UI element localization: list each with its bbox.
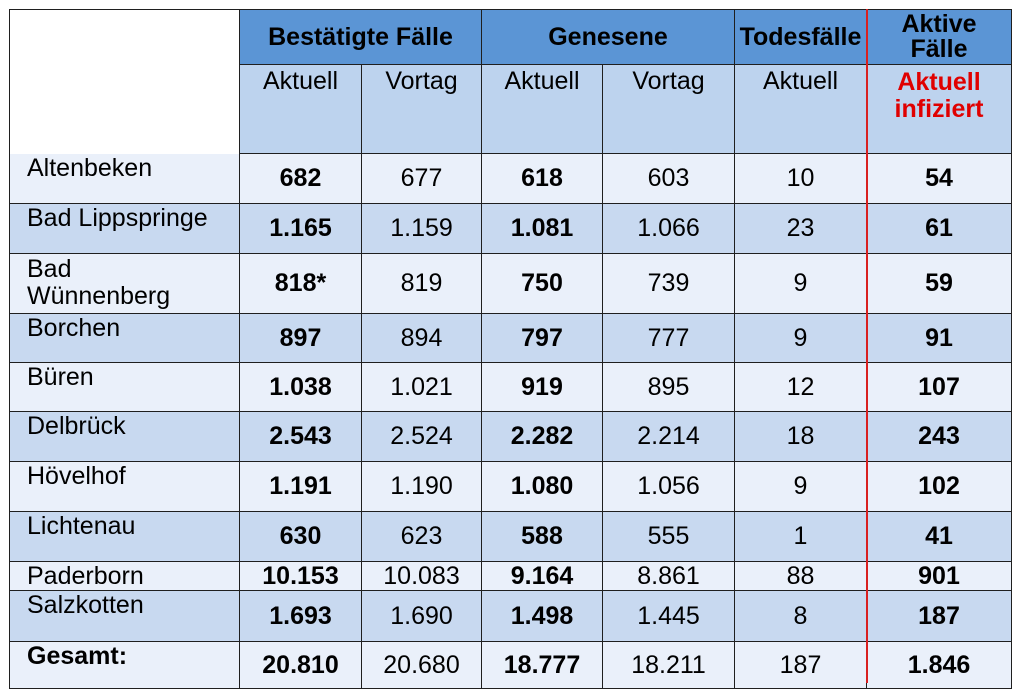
confirmed-current-altenbeken: 682 — [240, 154, 362, 204]
deaths-bueren: 12 — [735, 363, 867, 412]
deaths-borchen: 9 — [735, 314, 867, 363]
row-name-bad-wuennenberg-line1: Bad — [27, 255, 72, 283]
row-name-bad-wuennenberg-line2: Wünnenberg — [27, 282, 171, 311]
confirmed-previous-altenbeken: 677 — [362, 154, 482, 204]
confirmed-previous-lichtenau: 623 — [362, 512, 482, 562]
header-deaths: Todesfälle — [735, 10, 867, 65]
recovered-current-hoevelhof: 1.080 — [482, 462, 603, 512]
confirmed-current-bad-lippspringe: 1.165 — [240, 204, 362, 254]
deaths-altenbeken: 10 — [735, 154, 867, 204]
row-name-borchen: Borchen — [10, 314, 240, 363]
recovered-current-altenbeken: 618 — [482, 154, 603, 204]
recovered-current-delbrueck: 2.282 — [482, 412, 603, 462]
header-confirmed-cases: Bestätigte Fälle — [240, 10, 482, 65]
active-bad-wuennenberg: 59 — [867, 254, 1012, 314]
deaths-paderborn: 88 — [735, 562, 867, 591]
confirmed-previous-bueren: 1.021 — [362, 363, 482, 412]
active-bueren: 107 — [867, 363, 1012, 412]
confirmed-current-total: 20.810 — [240, 642, 362, 689]
subheader-recovered-previous: Vortag — [603, 65, 735, 154]
row-name-total: Gesamt: — [10, 642, 240, 689]
header-active-cases: Aktive Fälle — [867, 10, 1012, 65]
recovered-previous-bad-wuennenberg: 739 — [603, 254, 735, 314]
header-recovered: Genesene — [482, 10, 735, 65]
recovered-previous-hoevelhof: 1.056 — [603, 462, 735, 512]
row-name-bad-lippspringe: Bad Lippspringe — [10, 204, 240, 254]
active-delbrueck: 243 — [867, 412, 1012, 462]
confirmed-previous-bad-wuennenberg: 819 — [362, 254, 482, 314]
confirmed-previous-salzkotten: 1.690 — [362, 591, 482, 642]
recovered-current-lichtenau: 588 — [482, 512, 603, 562]
confirmed-current-bueren: 1.038 — [240, 363, 362, 412]
recovered-previous-bueren: 895 — [603, 363, 735, 412]
recovered-current-bad-wuennenberg: 750 — [482, 254, 603, 314]
row-name-delbrueck: Delbrück — [10, 412, 240, 462]
deaths-lichtenau: 1 — [735, 512, 867, 562]
row-name-paderborn: Paderborn — [10, 562, 240, 591]
row-name-hoevelhof: Hövelhof — [10, 462, 240, 512]
active-total: 1.846 — [867, 642, 1012, 689]
subheader-active-line1: Aktuell — [897, 68, 981, 96]
confirmed-previous-total: 20.680 — [362, 642, 482, 689]
confirmed-current-delbrueck: 2.543 — [240, 412, 362, 462]
active-lichtenau: 41 — [867, 512, 1012, 562]
confirmed-current-paderborn: 10.153 — [240, 562, 362, 591]
recovered-current-total: 18.777 — [482, 642, 603, 689]
confirmed-current-bad-wuennenberg: 818* — [240, 254, 362, 314]
active-borchen: 91 — [867, 314, 1012, 363]
confirmed-current-borchen: 897 — [240, 314, 362, 363]
table-corner-blank — [10, 10, 240, 65]
table-corner-blank-lower — [10, 65, 240, 154]
recovered-current-paderborn: 9.164 — [482, 562, 603, 591]
deaths-hoevelhof: 9 — [735, 462, 867, 512]
confirmed-previous-bad-lippspringe: 1.159 — [362, 204, 482, 254]
row-name-altenbeken: Altenbeken — [10, 154, 240, 204]
recovered-previous-delbrueck: 2.214 — [603, 412, 735, 462]
recovered-previous-salzkotten: 1.445 — [603, 591, 735, 642]
confirmed-current-hoevelhof: 1.191 — [240, 462, 362, 512]
subheader-confirmed-current: Aktuell — [240, 65, 362, 154]
active-bad-lippspringe: 61 — [867, 204, 1012, 254]
recovered-current-borchen: 797 — [482, 314, 603, 363]
recovered-current-bueren: 919 — [482, 363, 603, 412]
confirmed-current-lichtenau: 630 — [240, 512, 362, 562]
subheader-recovered-current: Aktuell — [482, 65, 603, 154]
confirmed-previous-hoevelhof: 1.190 — [362, 462, 482, 512]
active-salzkotten: 187 — [867, 591, 1012, 642]
subheader-active-infected: Aktuell infiziert — [867, 65, 1012, 154]
deaths-delbrueck: 18 — [735, 412, 867, 462]
row-name-bad-wuennenberg: Bad Wünnenberg — [10, 254, 240, 314]
confirmed-previous-borchen: 894 — [362, 314, 482, 363]
row-name-lichtenau: Lichtenau — [10, 512, 240, 562]
recovered-previous-borchen: 777 — [603, 314, 735, 363]
active-hoevelhof: 102 — [867, 462, 1012, 512]
recovered-current-salzkotten: 1.498 — [482, 591, 603, 642]
recovered-current-bad-lippspringe: 1.081 — [482, 204, 603, 254]
recovered-previous-paderborn: 8.861 — [603, 562, 735, 591]
confirmed-previous-delbrueck: 2.524 — [362, 412, 482, 462]
recovered-previous-total: 18.211 — [603, 642, 735, 689]
recovered-previous-lichtenau: 555 — [603, 512, 735, 562]
covid-cases-table: Bestätigte Fälle Genesene Todesfälle Akt… — [9, 9, 1012, 689]
deaths-bad-wuennenberg: 9 — [735, 254, 867, 314]
subheader-confirmed-previous: Vortag — [362, 65, 482, 154]
subheader-deaths-current: Aktuell — [735, 65, 867, 154]
deaths-bad-lippspringe: 23 — [735, 204, 867, 254]
subheader-active-line2: infiziert — [894, 95, 984, 123]
confirmed-current-salzkotten: 1.693 — [240, 591, 362, 642]
active-paderborn: 901 — [867, 562, 1012, 591]
active-cases-divider-line — [866, 9, 868, 683]
row-name-salzkotten: Salzkotten — [10, 591, 240, 642]
recovered-previous-bad-lippspringe: 1.066 — [603, 204, 735, 254]
recovered-previous-altenbeken: 603 — [603, 154, 735, 204]
active-altenbeken: 54 — [867, 154, 1012, 204]
deaths-total: 187 — [735, 642, 867, 689]
confirmed-previous-paderborn: 10.083 — [362, 562, 482, 591]
deaths-salzkotten: 8 — [735, 591, 867, 642]
row-name-bueren: Büren — [10, 363, 240, 412]
